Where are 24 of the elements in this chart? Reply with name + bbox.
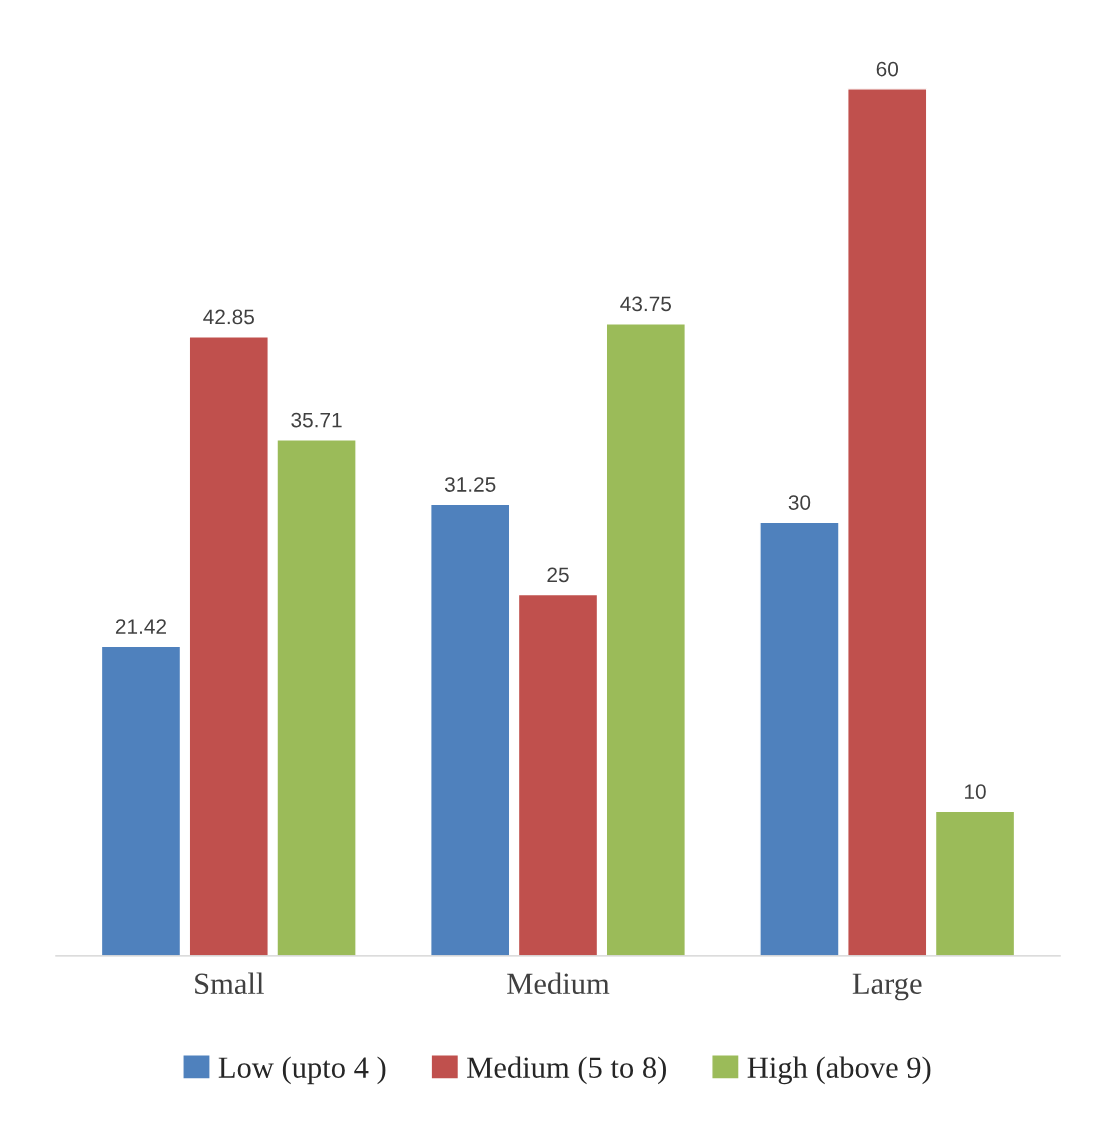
data-label: 35.71 xyxy=(291,412,342,428)
data-label: 42.85 xyxy=(203,309,254,325)
data-label: 21.42 xyxy=(115,619,166,634)
x-tick-label: Small xyxy=(195,972,264,995)
bar xyxy=(276,439,357,956)
data-label: 60 xyxy=(876,61,899,77)
bar xyxy=(605,323,687,956)
x-tick-label: Large xyxy=(852,973,922,1001)
legend-label: Medium (5 to 8) xyxy=(467,1056,666,1085)
bar xyxy=(429,503,511,956)
bar xyxy=(847,88,928,956)
data-label: 25 xyxy=(547,567,569,583)
bar xyxy=(517,593,599,956)
legend-label: Low (upto 4 ) xyxy=(218,1056,386,1085)
bar xyxy=(934,810,1016,956)
bar xyxy=(188,336,269,956)
data-label: 10 xyxy=(965,784,986,799)
data-label: 43.75 xyxy=(620,296,671,312)
data-label: 31.25 xyxy=(444,477,496,492)
bar xyxy=(100,645,182,956)
legend-label: High (above 9) xyxy=(747,1056,931,1085)
bar xyxy=(759,521,840,956)
x-tick-label: Medium xyxy=(507,972,610,995)
data-label: 30 xyxy=(788,495,811,510)
